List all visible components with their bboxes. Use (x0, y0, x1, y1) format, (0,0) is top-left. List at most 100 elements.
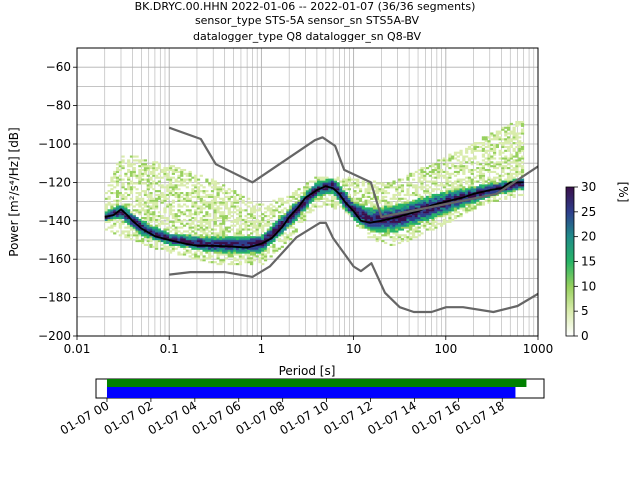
density-cell (344, 207, 349, 210)
density-cell (434, 180, 438, 183)
density-cell (124, 230, 128, 233)
density-cell (425, 215, 430, 218)
density-cell (367, 186, 371, 189)
density-cell (224, 207, 229, 210)
density-cell (188, 172, 192, 175)
density-cell (314, 203, 318, 206)
density-cell (479, 203, 483, 206)
density-cell (121, 205, 125, 208)
density-cell (152, 199, 156, 202)
density-cell (182, 178, 187, 181)
density-cell (370, 224, 374, 227)
density-cell (439, 215, 444, 218)
density-cell (291, 192, 296, 195)
density-cell (177, 203, 181, 206)
density-cell (515, 168, 519, 172)
density-cell (353, 190, 357, 193)
density-cell (177, 240, 181, 243)
density-cell (395, 193, 399, 197)
density-cell (152, 165, 156, 168)
density-cell (414, 216, 418, 220)
density-cell (171, 172, 175, 175)
timeline-tick-label: 01-07 08 (233, 398, 287, 437)
density-cell (269, 203, 273, 206)
density-cell (425, 199, 430, 202)
density-cell (420, 195, 424, 198)
density-cell (166, 240, 170, 243)
density-cell (166, 174, 170, 177)
density-cell (423, 203, 427, 206)
density-cell (481, 180, 486, 183)
density-cell (453, 157, 458, 160)
density-cell (356, 201, 360, 204)
density-cell (283, 232, 287, 235)
density-cell (141, 209, 145, 212)
density-cell (506, 174, 511, 177)
density-cell (236, 241, 240, 245)
density-cell (149, 186, 153, 189)
density-cell (222, 234, 226, 237)
density-cell (442, 157, 446, 160)
density-cell (437, 184, 441, 187)
density-cell (157, 222, 162, 225)
density-cell (289, 216, 293, 220)
density-cell (409, 238, 413, 241)
density-cell (322, 190, 326, 193)
density-cell (400, 213, 405, 216)
density-cell (467, 192, 472, 195)
density-cell (238, 193, 243, 197)
density-cell (227, 249, 231, 252)
density-cell (127, 203, 131, 206)
density-cell (210, 261, 215, 264)
density-cell (115, 216, 120, 220)
density-cell (504, 165, 508, 168)
density-cell (442, 163, 446, 166)
density-cell (367, 201, 371, 204)
density-cell (504, 178, 508, 181)
density-cell (252, 245, 256, 248)
density-cell (275, 234, 279, 237)
density-cell (185, 222, 189, 225)
density-cell (168, 193, 173, 197)
density-cell (236, 263, 240, 266)
density-cell (504, 155, 508, 158)
density-cell (504, 138, 508, 141)
density-cell (255, 251, 259, 254)
density-cell (261, 213, 265, 216)
density-cell (188, 255, 192, 258)
density-cell (333, 182, 337, 185)
density-cell (104, 213, 108, 216)
density-cell (255, 255, 259, 258)
density-cell (160, 168, 164, 172)
density-cell (456, 203, 460, 206)
density-cell (110, 180, 114, 183)
density-cell (188, 180, 192, 183)
density-cell (168, 220, 173, 223)
density-cell (208, 230, 212, 233)
density-cell (155, 182, 159, 185)
density-cell (124, 218, 128, 221)
density-cell (118, 199, 122, 202)
density-cell (171, 228, 175, 231)
density-cell (473, 147, 477, 150)
density-cell (263, 241, 268, 245)
density-cell (283, 226, 287, 229)
density-cell (238, 261, 243, 264)
density-cell (467, 159, 472, 162)
density-cell (205, 234, 209, 237)
density-cell (157, 224, 162, 227)
density-cell (210, 236, 215, 239)
density-cell (222, 184, 226, 187)
density-cell (291, 203, 296, 206)
density-cell (504, 192, 508, 195)
density-cell (476, 190, 480, 193)
density-cell (113, 209, 117, 212)
density-cell (263, 238, 268, 241)
density-cell (121, 155, 125, 158)
density-cell (227, 243, 231, 246)
density-cell (476, 193, 480, 197)
density-cell (403, 222, 407, 225)
density-cell (166, 167, 170, 170)
density-cell (400, 218, 405, 221)
density-cell (512, 159, 516, 162)
